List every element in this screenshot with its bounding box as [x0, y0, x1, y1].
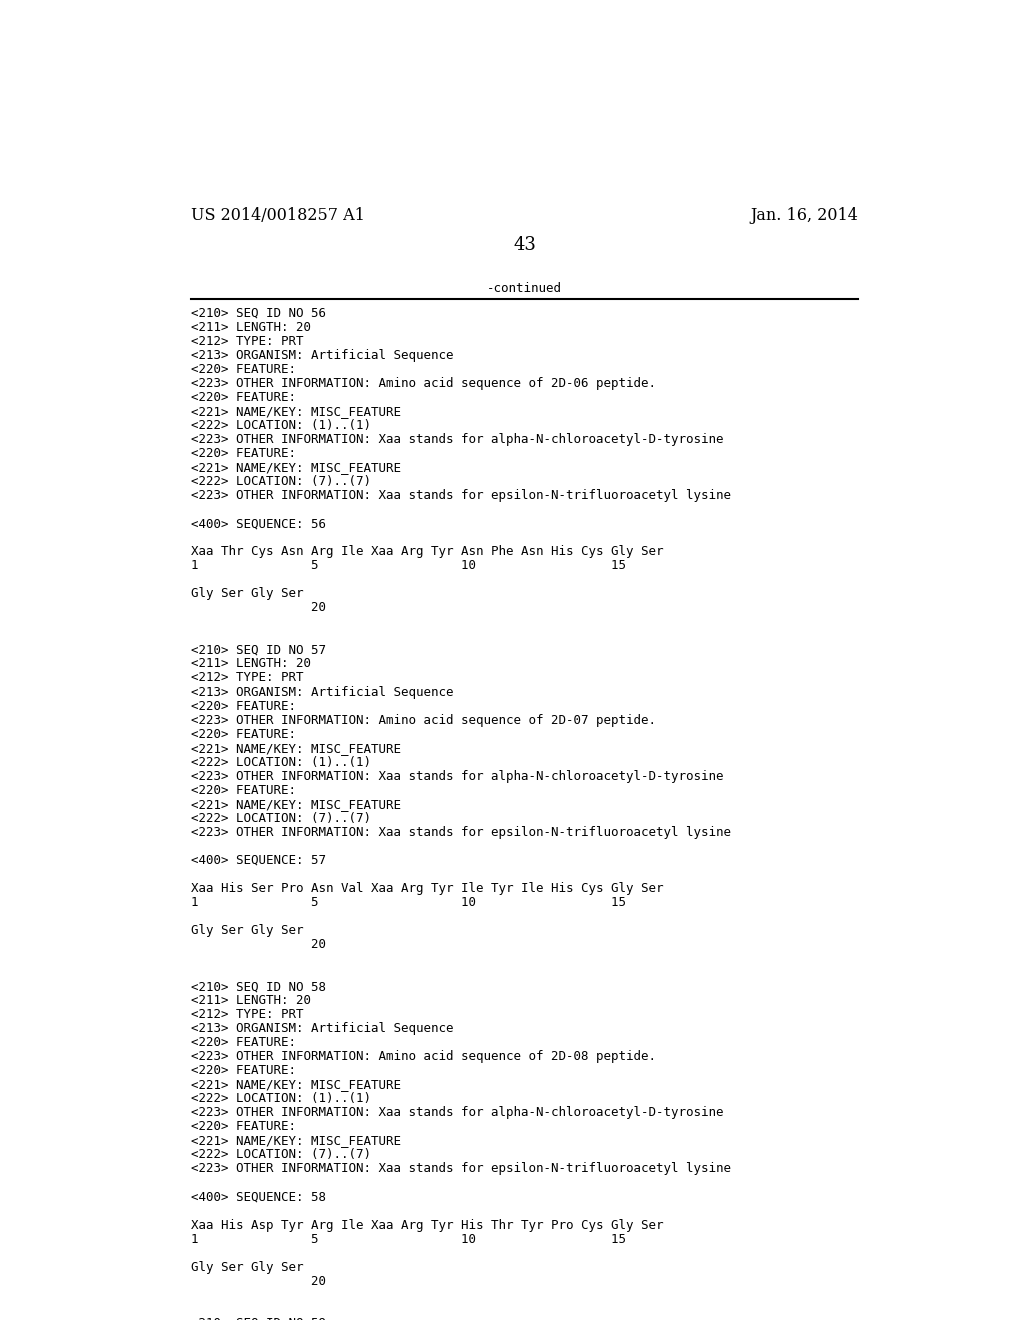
- Text: Xaa His Ser Pro Asn Val Xaa Arg Tyr Ile Tyr Ile His Cys Gly Ser: Xaa His Ser Pro Asn Val Xaa Arg Tyr Ile …: [191, 882, 664, 895]
- Text: 1               5                   10                  15: 1 5 10 15: [191, 896, 627, 909]
- Text: Xaa Thr Cys Asn Arg Ile Xaa Arg Tyr Asn Phe Asn His Cys Gly Ser: Xaa Thr Cys Asn Arg Ile Xaa Arg Tyr Asn …: [191, 545, 664, 558]
- Text: <213> ORGANISM: Artificial Sequence: <213> ORGANISM: Artificial Sequence: [191, 1022, 454, 1035]
- Text: <223> OTHER INFORMATION: Amino acid sequence of 2D-08 peptide.: <223> OTHER INFORMATION: Amino acid sequ…: [191, 1051, 656, 1063]
- Text: <210> SEQ ID NO 58: <210> SEQ ID NO 58: [191, 979, 327, 993]
- Text: <210> SEQ ID NO 57: <210> SEQ ID NO 57: [191, 643, 327, 656]
- Text: <222> LOCATION: (7)..(7): <222> LOCATION: (7)..(7): [191, 475, 372, 488]
- Text: <222> LOCATION: (7)..(7): <222> LOCATION: (7)..(7): [191, 812, 372, 825]
- Text: <213> ORGANISM: Artificial Sequence: <213> ORGANISM: Artificial Sequence: [191, 348, 454, 362]
- Text: <212> TYPE: PRT: <212> TYPE: PRT: [191, 335, 304, 348]
- Text: <220> FEATURE:: <220> FEATURE:: [191, 727, 297, 741]
- Text: 20: 20: [191, 602, 327, 614]
- Text: <222> LOCATION: (1)..(1): <222> LOCATION: (1)..(1): [191, 418, 372, 432]
- Text: US 2014/0018257 A1: US 2014/0018257 A1: [191, 207, 366, 224]
- Text: <400> SEQUENCE: 56: <400> SEQUENCE: 56: [191, 517, 327, 531]
- Text: <221> NAME/KEY: MISC_FEATURE: <221> NAME/KEY: MISC_FEATURE: [191, 797, 401, 810]
- Text: <223> OTHER INFORMATION: Xaa stands for alpha-N-chloroacetyl-D-tyrosine: <223> OTHER INFORMATION: Xaa stands for …: [191, 770, 724, 783]
- Text: <223> OTHER INFORMATION: Xaa stands for epsilon-N-trifluoroacetyl lysine: <223> OTHER INFORMATION: Xaa stands for …: [191, 1163, 731, 1175]
- Text: <222> LOCATION: (1)..(1): <222> LOCATION: (1)..(1): [191, 1092, 372, 1105]
- Text: <223> OTHER INFORMATION: Amino acid sequence of 2D-06 peptide.: <223> OTHER INFORMATION: Amino acid sequ…: [191, 378, 656, 389]
- Text: <400> SEQUENCE: 57: <400> SEQUENCE: 57: [191, 854, 327, 867]
- Text: Xaa His Asp Tyr Arg Ile Xaa Arg Tyr His Thr Tyr Pro Cys Gly Ser: Xaa His Asp Tyr Arg Ile Xaa Arg Tyr His …: [191, 1218, 664, 1232]
- Text: Gly Ser Gly Ser: Gly Ser Gly Ser: [191, 1261, 304, 1274]
- Text: <211> LENGTH: 20: <211> LENGTH: 20: [191, 994, 311, 1007]
- Text: <223> OTHER INFORMATION: Xaa stands for epsilon-N-trifluoroacetyl lysine: <223> OTHER INFORMATION: Xaa stands for …: [191, 826, 731, 838]
- Text: Gly Ser Gly Ser: Gly Ser Gly Ser: [191, 924, 304, 937]
- Text: 43: 43: [513, 236, 537, 253]
- Text: <212> TYPE: PRT: <212> TYPE: PRT: [191, 1008, 304, 1022]
- Text: <220> FEATURE:: <220> FEATURE:: [191, 391, 297, 404]
- Text: -continued: -continued: [487, 282, 562, 296]
- Text: 20: 20: [191, 939, 327, 950]
- Text: <220> FEATURE:: <220> FEATURE:: [191, 784, 297, 797]
- Text: <211> LENGTH: 20: <211> LENGTH: 20: [191, 657, 311, 671]
- Text: <220> FEATURE:: <220> FEATURE:: [191, 1036, 297, 1049]
- Text: Gly Ser Gly Ser: Gly Ser Gly Ser: [191, 587, 304, 601]
- Text: <210> SEQ ID NO 56: <210> SEQ ID NO 56: [191, 306, 327, 319]
- Text: <210> SEQ ID NO 59: <210> SEQ ID NO 59: [191, 1316, 327, 1320]
- Text: <220> FEATURE:: <220> FEATURE:: [191, 447, 297, 461]
- Text: <223> OTHER INFORMATION: Xaa stands for alpha-N-chloroacetyl-D-tyrosine: <223> OTHER INFORMATION: Xaa stands for …: [191, 433, 724, 446]
- Text: <221> NAME/KEY: MISC_FEATURE: <221> NAME/KEY: MISC_FEATURE: [191, 742, 401, 755]
- Text: 20: 20: [191, 1275, 327, 1287]
- Text: <213> ORGANISM: Artificial Sequence: <213> ORGANISM: Artificial Sequence: [191, 685, 454, 698]
- Text: <212> TYPE: PRT: <212> TYPE: PRT: [191, 672, 304, 685]
- Text: <223> OTHER INFORMATION: Xaa stands for alpha-N-chloroacetyl-D-tyrosine: <223> OTHER INFORMATION: Xaa stands for …: [191, 1106, 724, 1119]
- Text: 1               5                   10                  15: 1 5 10 15: [191, 560, 627, 573]
- Text: <221> NAME/KEY: MISC_FEATURE: <221> NAME/KEY: MISC_FEATURE: [191, 405, 401, 418]
- Text: <223> OTHER INFORMATION: Xaa stands for epsilon-N-trifluoroacetyl lysine: <223> OTHER INFORMATION: Xaa stands for …: [191, 490, 731, 502]
- Text: <220> FEATURE:: <220> FEATURE:: [191, 363, 297, 376]
- Text: <221> NAME/KEY: MISC_FEATURE: <221> NAME/KEY: MISC_FEATURE: [191, 1134, 401, 1147]
- Text: <220> FEATURE:: <220> FEATURE:: [191, 700, 297, 713]
- Text: <400> SEQUENCE: 58: <400> SEQUENCE: 58: [191, 1191, 327, 1204]
- Text: <220> FEATURE:: <220> FEATURE:: [191, 1121, 297, 1134]
- Text: <221> NAME/KEY: MISC_FEATURE: <221> NAME/KEY: MISC_FEATURE: [191, 1078, 401, 1092]
- Text: <222> LOCATION: (7)..(7): <222> LOCATION: (7)..(7): [191, 1148, 372, 1162]
- Text: <220> FEATURE:: <220> FEATURE:: [191, 1064, 297, 1077]
- Text: <221> NAME/KEY: MISC_FEATURE: <221> NAME/KEY: MISC_FEATURE: [191, 461, 401, 474]
- Text: 1               5                   10                  15: 1 5 10 15: [191, 1233, 627, 1246]
- Text: Jan. 16, 2014: Jan. 16, 2014: [751, 207, 858, 224]
- Text: <223> OTHER INFORMATION: Amino acid sequence of 2D-07 peptide.: <223> OTHER INFORMATION: Amino acid sequ…: [191, 714, 656, 726]
- Text: <211> LENGTH: 20: <211> LENGTH: 20: [191, 321, 311, 334]
- Text: <222> LOCATION: (1)..(1): <222> LOCATION: (1)..(1): [191, 755, 372, 768]
